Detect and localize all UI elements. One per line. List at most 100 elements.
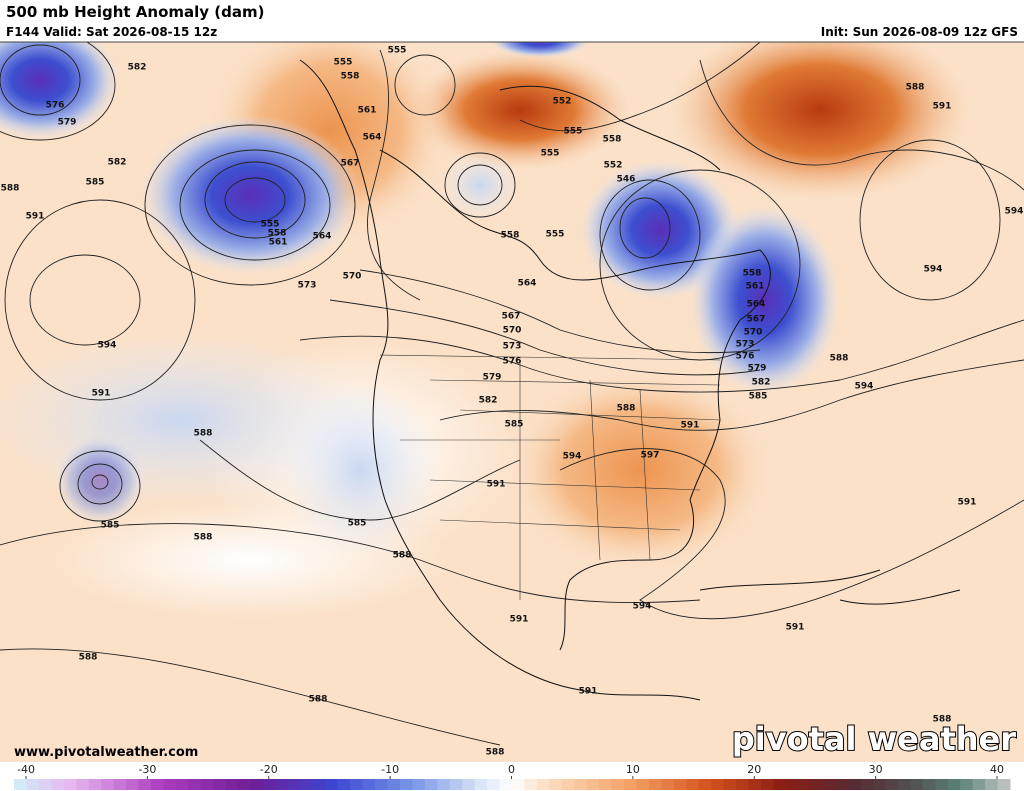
colorbar-swatch — [536, 779, 550, 790]
colorbar-swatch — [761, 779, 774, 790]
contour-line — [144, 124, 356, 286]
contour-label: 594 — [924, 265, 943, 275]
colorbar-swatch — [175, 779, 189, 790]
contour-label: 588 — [79, 653, 98, 663]
contour-label: 555 — [261, 220, 280, 230]
colorbar-swatch — [325, 779, 339, 790]
colorbar-swatch — [860, 779, 874, 790]
colorbar-swatch — [798, 779, 812, 790]
colorbar-swatch — [14, 779, 27, 790]
contour-label: 558 — [603, 135, 622, 145]
colorbar-swatch — [673, 779, 687, 790]
colorbar-swatch — [387, 779, 401, 790]
map — [0, 20, 1024, 762]
colorbar-swatch — [885, 779, 899, 790]
colorbar-tick-label: -10 — [381, 763, 399, 776]
colorbar-swatch — [935, 779, 949, 790]
colorbar-swatch — [897, 779, 911, 790]
contour-line — [29, 254, 141, 346]
contour-label: 564 — [747, 300, 766, 310]
colorbar-swatch — [997, 779, 1011, 790]
contour-label: 594 — [98, 341, 117, 351]
colorbar-swatch — [63, 779, 77, 790]
colorbar-swatch — [636, 779, 650, 790]
contour-label: 576 — [46, 101, 65, 111]
colorbar-swatch — [138, 779, 152, 790]
contour-label: 555 — [388, 46, 407, 56]
contour-line — [457, 164, 503, 206]
colorbar-swatch — [972, 779, 986, 790]
colorbar-tick-label: -30 — [138, 763, 156, 776]
contour-label: 591 — [487, 480, 506, 490]
colorbar: -40 -30 -20 -10 0 10 20 30 40 — [14, 763, 1011, 790]
anomaly-high — [670, 20, 970, 200]
colorbar-swatch — [188, 779, 202, 790]
contour-label: 585 — [505, 420, 524, 430]
colorbar-swatch — [823, 779, 837, 790]
colorbar-swatch — [748, 779, 762, 790]
contour-label: 588 — [933, 715, 952, 725]
anomaly-low — [0, 20, 120, 140]
colorbar-swatch — [686, 779, 700, 790]
contour-line — [359, 269, 761, 354]
colorbar-swatch — [474, 779, 488, 790]
contour-label: 561 — [746, 282, 765, 292]
contour-label: 582 — [752, 378, 771, 388]
contour-label: 582 — [108, 158, 127, 168]
contour-label: 582 — [479, 396, 498, 406]
contour-label: 591 — [681, 421, 700, 431]
colorbar-swatch — [462, 779, 476, 790]
contour-label: 573 — [298, 281, 317, 291]
contour-label: 579 — [483, 373, 502, 383]
contour-label: 588 — [830, 354, 849, 364]
colorbar-swatch — [698, 779, 712, 790]
website: www.pivotalweather.com — [14, 745, 198, 760]
contour-label: 588 — [194, 533, 213, 543]
colorbar-swatch — [711, 779, 725, 790]
contour-line — [619, 197, 671, 259]
contour-label: 588 — [617, 404, 636, 414]
colorbar-swatch — [785, 779, 799, 790]
contour-label: 588 — [1, 184, 20, 194]
coastline — [699, 569, 961, 605]
contour-label: 594 — [633, 602, 652, 612]
contour-label: 585 — [348, 519, 367, 529]
contour-line — [599, 179, 701, 291]
anomaly-high — [510, 370, 770, 570]
colorbar-swatch — [437, 779, 451, 790]
contour-labels: 5825765795825855885915945915885855885885… — [1, 46, 1024, 758]
colorbar-swatch — [947, 779, 961, 790]
contour-label: 555 — [334, 58, 353, 68]
anomaly-low — [280, 380, 440, 560]
contour-label: 573 — [503, 342, 522, 352]
contour-label: 570 — [744, 328, 763, 338]
title: 500 mb Height Anomaly (dam) — [6, 3, 265, 21]
contour-label: 558 — [341, 72, 360, 82]
coastline — [499, 85, 721, 171]
contour-line — [559, 448, 1024, 620]
colorbar-swatch — [599, 779, 613, 790]
contour-label: 579 — [748, 364, 767, 374]
colorbar-swatch — [736, 779, 750, 790]
contour-label: 585 — [101, 521, 120, 531]
contour-label: 576 — [503, 357, 522, 367]
colorbar-swatch — [549, 779, 563, 790]
contour-line — [4, 199, 196, 401]
colorbar-swatch — [375, 779, 388, 790]
contour-line — [77, 463, 123, 505]
contour-line — [204, 161, 306, 239]
colorbar-swatch — [561, 779, 575, 790]
contour-label: 591 — [933, 102, 952, 112]
colorbar-swatch — [337, 779, 351, 790]
contour-label: 564 — [518, 279, 537, 289]
contour-label: 576 — [736, 352, 755, 362]
colorbar-tick-label: 0 — [508, 763, 515, 776]
colorbar-tick-label: 40 — [990, 763, 1004, 776]
contour-line — [299, 319, 1024, 393]
colorbar-swatch — [113, 779, 127, 790]
colorbar-swatch — [126, 779, 139, 790]
anomaly-low — [140, 115, 360, 275]
contour-line — [0, 44, 81, 116]
colorbar-swatch — [624, 779, 637, 790]
